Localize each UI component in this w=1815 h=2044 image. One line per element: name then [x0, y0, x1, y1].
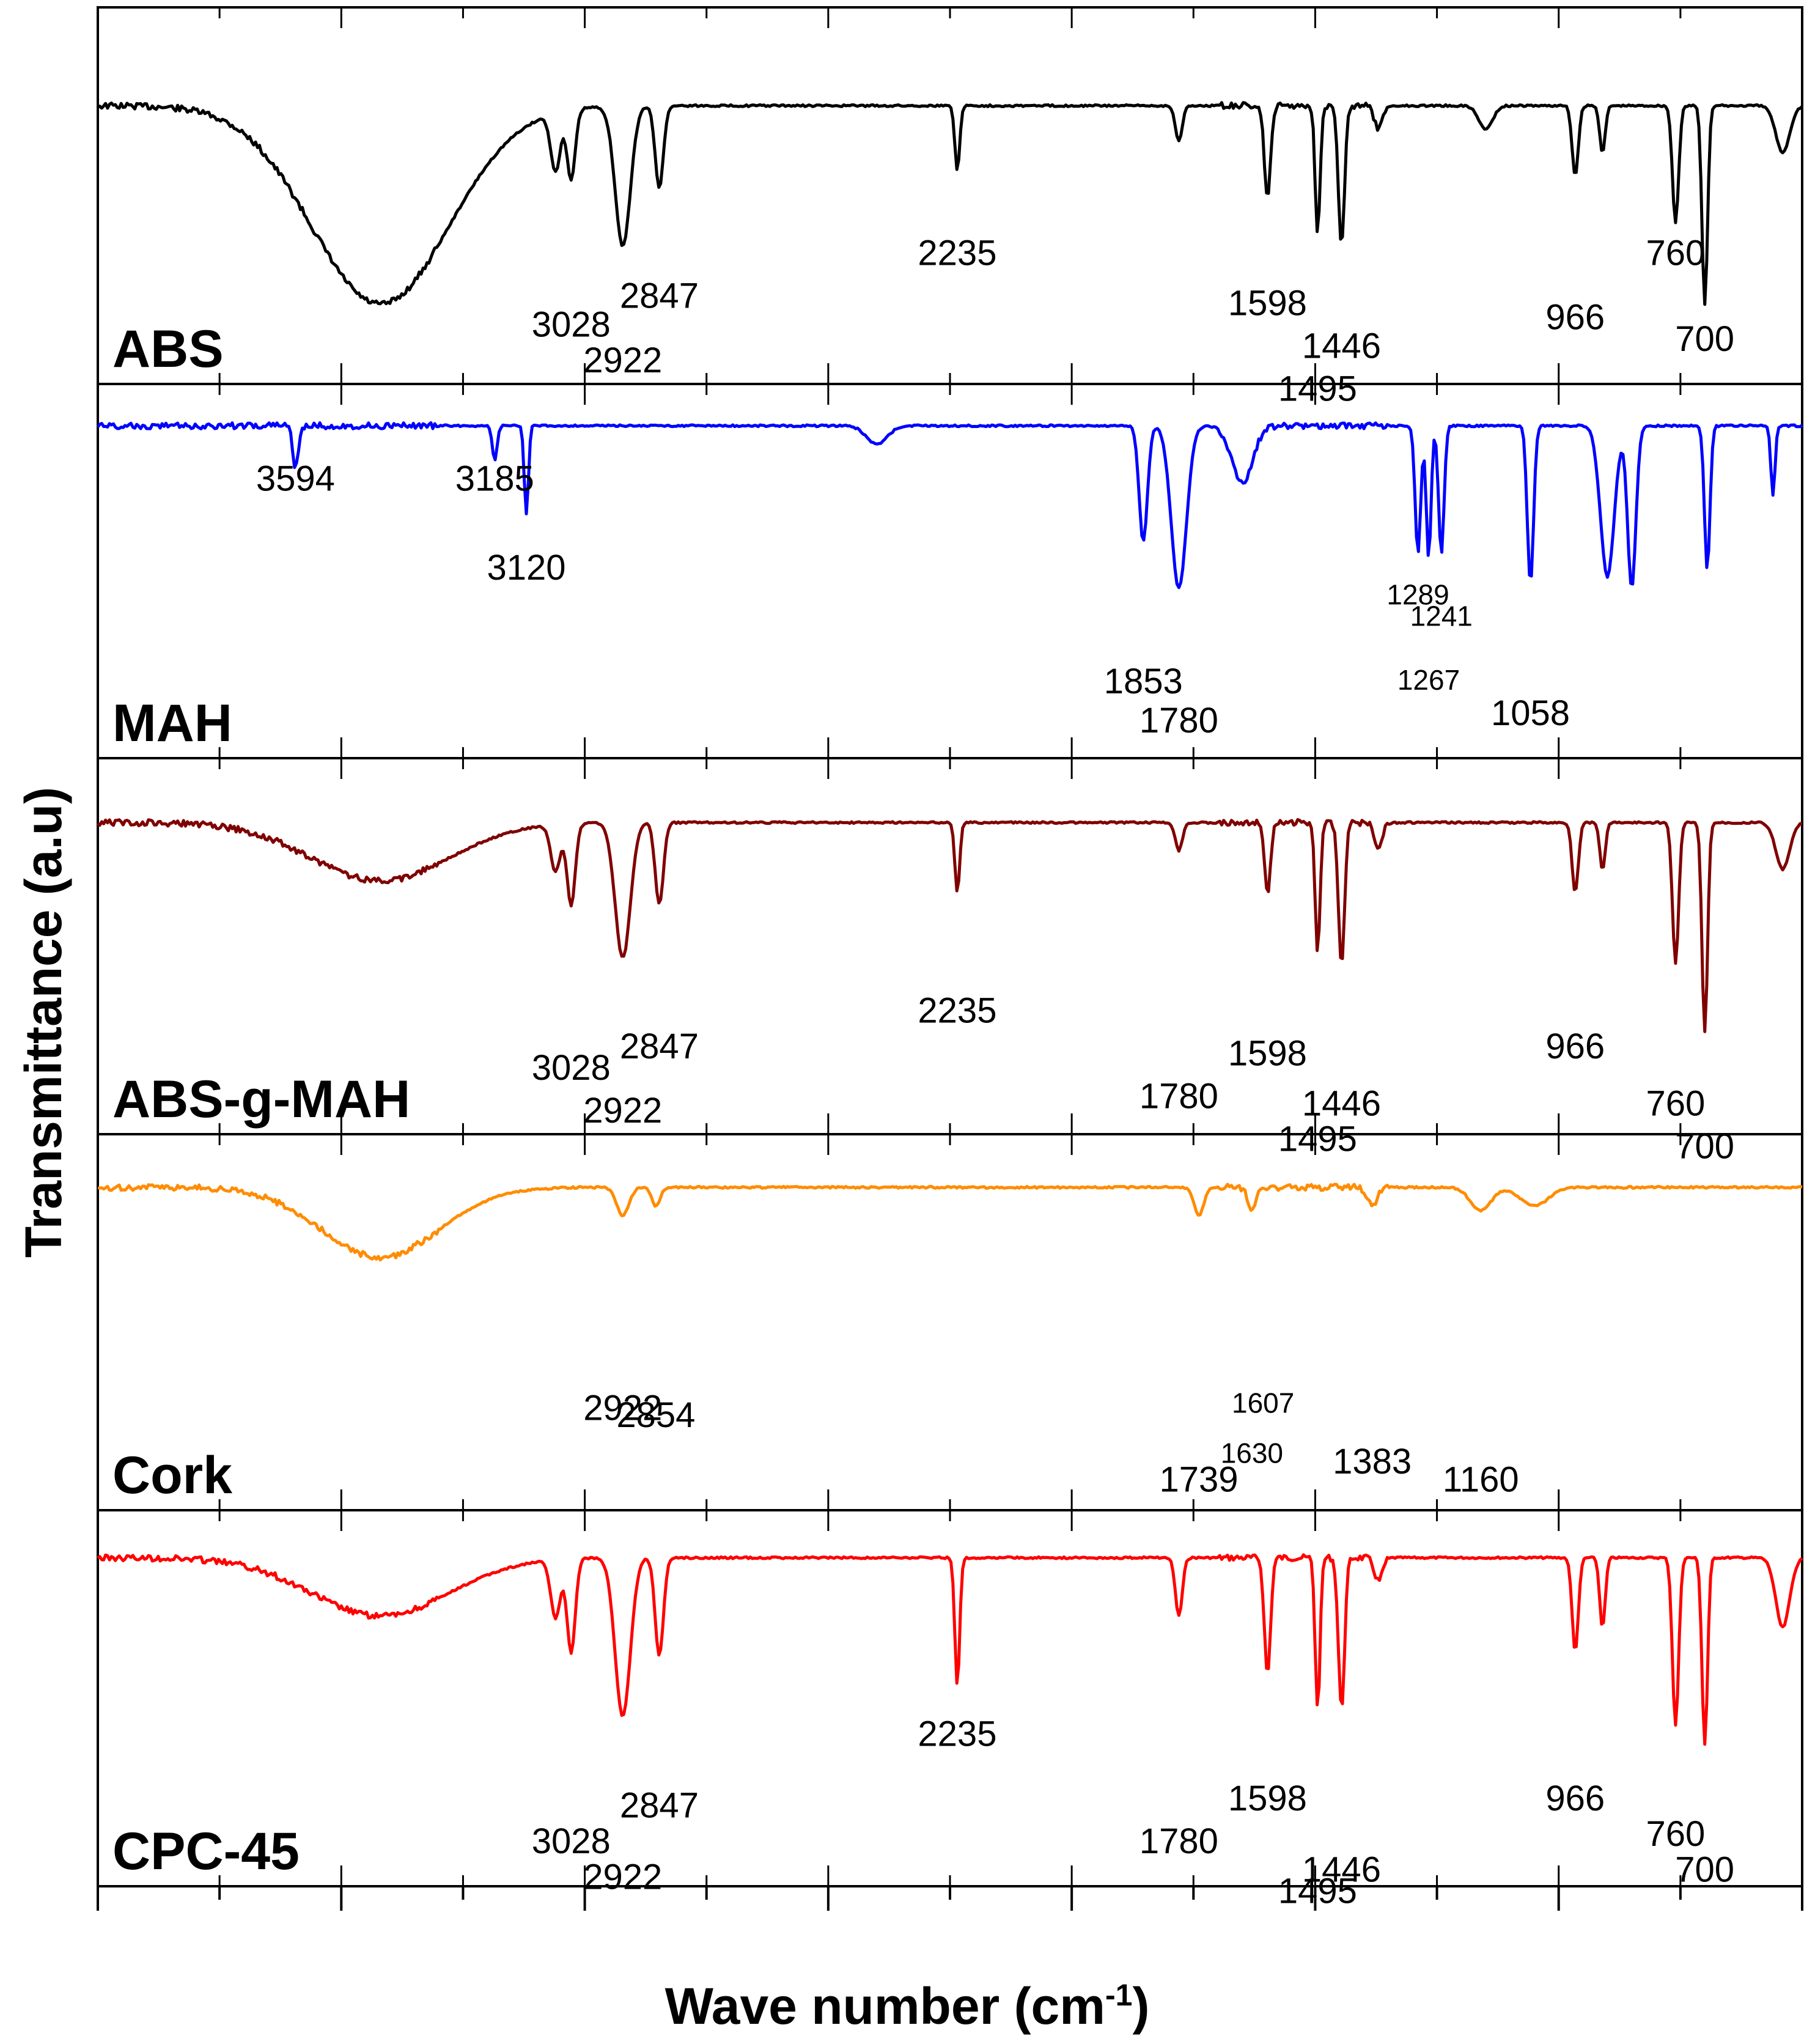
peak-label: 2854 [616, 1395, 695, 1435]
peak-label: 2922 [583, 1857, 662, 1897]
peak-label: 1780 [1139, 1821, 1218, 1861]
peak-label: 2847 [620, 1027, 699, 1066]
peak-label: 2235 [918, 1714, 996, 1754]
peak-label: 700 [1675, 1126, 1734, 1166]
peak-label: 3028 [532, 1048, 611, 1088]
peak-label: 1495 [1278, 369, 1357, 409]
peak-label: 700 [1675, 319, 1734, 359]
peak-label: 760 [1646, 1083, 1706, 1123]
peak-label: 3120 [487, 548, 565, 588]
peak-label: 1446 [1302, 1850, 1381, 1890]
x-axis-title-superscript: -1 [1105, 1978, 1132, 2012]
peak-label: 1780 [1139, 1077, 1218, 1116]
sample-label: CPC-45 [112, 1822, 300, 1881]
peak-label: 1446 [1302, 326, 1381, 366]
peak-label: 3028 [532, 1821, 611, 1861]
x-axis [97, 1886, 1803, 1911]
peak-label: 966 [1545, 1027, 1605, 1066]
peak-label: 1853 [1104, 662, 1183, 701]
peak-label: 1289 [1386, 578, 1449, 610]
peak-label: 1630 [1221, 1437, 1283, 1469]
peak-label: 2922 [583, 341, 662, 380]
peak-label: 2847 [620, 276, 699, 316]
peak-label: 1598 [1228, 1779, 1307, 1818]
sample-label: Cork [112, 1446, 232, 1505]
peak-label: 1607 [1232, 1387, 1294, 1419]
spectrum-line-mah [97, 421, 1803, 589]
peak-label: 700 [1675, 1850, 1734, 1890]
spectrum-line-abs-g-mah [97, 818, 1803, 1033]
peak-label: 3185 [455, 459, 534, 498]
peak-label: 2235 [918, 233, 996, 273]
peak-label: 1160 [1443, 1459, 1519, 1499]
peak-label: 2235 [918, 991, 996, 1030]
y-axis-title: Transmittance (a.u) [15, 787, 72, 1258]
sample-label: MAH [112, 694, 232, 753]
peak-label: 1739 [1160, 1459, 1239, 1499]
spectrum-line-cpc-45 [97, 1553, 1803, 1746]
sample-label: ABS-g-MAH [112, 1070, 410, 1129]
peak-label: 1241 [1410, 600, 1473, 632]
peak-label: 1446 [1302, 1083, 1381, 1123]
peak-label: 966 [1545, 298, 1605, 338]
sample-label: ABS [112, 320, 224, 378]
peak-label: 2847 [620, 1785, 699, 1825]
peak-label: 1598 [1228, 1033, 1307, 1073]
peak-label: 1780 [1139, 701, 1218, 740]
peak-label: 1495 [1278, 1872, 1357, 1911]
peak-label: 1267 [1397, 664, 1460, 696]
peak-label: 1598 [1228, 283, 1307, 323]
peak-label: 966 [1545, 1779, 1605, 1818]
peak-label: 1058 [1491, 693, 1570, 733]
spectrum-line-abs [97, 101, 1803, 306]
peak-label: 3028 [532, 304, 611, 344]
peak-label: 2922 [583, 1388, 662, 1428]
peak-label: 1383 [1333, 1442, 1412, 1481]
x-axis-title-main: Wave number (cm [665, 1977, 1105, 2035]
peak-label: 760 [1646, 233, 1706, 273]
x-axis-title: Wave number (cm-1) [665, 1977, 1150, 2035]
spectra-panels: ABS 3028292228472235159814951446966760700… [97, 6, 1803, 1911]
peak-label: 3594 [256, 459, 335, 498]
x-axis-title-close: ) [1132, 1977, 1149, 2035]
spectrum-line-cork [97, 1182, 1803, 1262]
panel-frame [97, 1133, 1803, 1511]
peak-label: 2922 [583, 1091, 662, 1131]
peak-label: 760 [1646, 1814, 1706, 1854]
peak-label: 1495 [1278, 1120, 1357, 1159]
